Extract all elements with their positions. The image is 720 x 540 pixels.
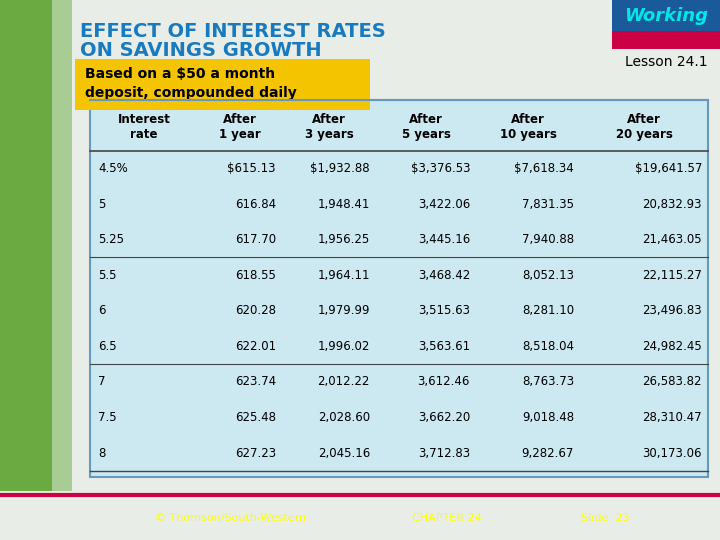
Text: 3,422.06: 3,422.06 — [418, 198, 470, 211]
Text: 26,583.82: 26,583.82 — [642, 375, 702, 388]
Text: 618.55: 618.55 — [235, 269, 276, 282]
Text: Interest
rate: Interest rate — [117, 113, 171, 141]
Text: CHAPTER 24: CHAPTER 24 — [412, 513, 481, 523]
Text: After
10 years: After 10 years — [500, 113, 557, 141]
Text: 2,012.22: 2,012.22 — [318, 375, 370, 388]
Bar — [0, 0, 72, 491]
Text: 625.48: 625.48 — [235, 411, 276, 424]
Text: 7,831.35: 7,831.35 — [522, 198, 574, 211]
Text: 3,445.16: 3,445.16 — [418, 233, 470, 246]
Text: 2,028.60: 2,028.60 — [318, 411, 370, 424]
Text: After
1 year: After 1 year — [219, 113, 261, 141]
Text: 3,515.63: 3,515.63 — [418, 305, 470, 318]
Text: 7: 7 — [98, 375, 106, 388]
Text: 8,518.04: 8,518.04 — [522, 340, 574, 353]
Text: $7,618.34: $7,618.34 — [514, 162, 574, 175]
Text: 23,496.83: 23,496.83 — [642, 305, 702, 318]
Text: 616.84: 616.84 — [235, 198, 276, 211]
Text: EFFECT OF INTEREST RATES: EFFECT OF INTEREST RATES — [80, 22, 386, 40]
Text: 9,018.48: 9,018.48 — [522, 411, 574, 424]
Text: ON SAVINGS GROWTH: ON SAVINGS GROWTH — [80, 41, 322, 60]
Text: Lesson 24.1: Lesson 24.1 — [625, 55, 707, 69]
Text: 6.5: 6.5 — [98, 340, 117, 353]
Text: After
20 years: After 20 years — [616, 113, 672, 141]
Bar — [52, 0, 82, 491]
Text: 620.28: 620.28 — [235, 305, 276, 318]
Text: 6: 6 — [98, 305, 106, 318]
Text: 622.01: 622.01 — [235, 340, 276, 353]
Text: 623.74: 623.74 — [235, 375, 276, 388]
Text: 5.25: 5.25 — [98, 233, 124, 246]
Text: 7.5: 7.5 — [98, 411, 117, 424]
Text: 9,282.67: 9,282.67 — [521, 447, 574, 460]
Text: 3,468.42: 3,468.42 — [418, 269, 470, 282]
Text: 5.5: 5.5 — [98, 269, 117, 282]
Text: 22,115.27: 22,115.27 — [642, 269, 702, 282]
Bar — [612, 0, 720, 31]
Text: 3,563.61: 3,563.61 — [418, 340, 470, 353]
Text: 8: 8 — [98, 447, 105, 460]
Bar — [90, 100, 708, 477]
Text: $615.13: $615.13 — [228, 162, 276, 175]
Text: 24,982.45: 24,982.45 — [642, 340, 702, 353]
Bar — [75, 59, 370, 110]
Text: 3,662.20: 3,662.20 — [418, 411, 470, 424]
Bar — [612, 31, 720, 49]
Text: 30,173.06: 30,173.06 — [642, 447, 702, 460]
Text: 1,956.25: 1,956.25 — [318, 233, 370, 246]
Text: 20,832.93: 20,832.93 — [642, 198, 702, 211]
Text: 1,964.11: 1,964.11 — [318, 269, 370, 282]
Text: $3,376.53: $3,376.53 — [410, 162, 470, 175]
Text: 8,052.13: 8,052.13 — [522, 269, 574, 282]
Text: 617.70: 617.70 — [235, 233, 276, 246]
Text: Working: Working — [624, 6, 708, 25]
Text: 8,763.73: 8,763.73 — [522, 375, 574, 388]
Text: 7,940.88: 7,940.88 — [522, 233, 574, 246]
Text: 21,463.05: 21,463.05 — [642, 233, 702, 246]
Text: deposit, compounded daily: deposit, compounded daily — [85, 86, 297, 100]
Text: Slide  23: Slide 23 — [580, 513, 629, 523]
Text: 1,948.41: 1,948.41 — [318, 198, 370, 211]
Text: 8,281.10: 8,281.10 — [522, 305, 574, 318]
Text: 1,979.99: 1,979.99 — [318, 305, 370, 318]
Text: 1,996.02: 1,996.02 — [318, 340, 370, 353]
Text: Based on a $50 a month: Based on a $50 a month — [85, 66, 275, 80]
Text: 4.5%: 4.5% — [98, 162, 127, 175]
Text: © Thomson/South-Western: © Thomson/South-Western — [155, 513, 306, 523]
Text: 3,712.83: 3,712.83 — [418, 447, 470, 460]
Text: 3,612.46: 3,612.46 — [418, 375, 470, 388]
Text: $1,932.88: $1,932.88 — [310, 162, 370, 175]
Text: 627.23: 627.23 — [235, 447, 276, 460]
Text: After
3 years: After 3 years — [305, 113, 354, 141]
Text: $19,641.57: $19,641.57 — [634, 162, 702, 175]
Text: 28,310.47: 28,310.47 — [642, 411, 702, 424]
Text: After
5 years: After 5 years — [402, 113, 451, 141]
Text: 2,045.16: 2,045.16 — [318, 447, 370, 460]
Text: 5: 5 — [98, 198, 105, 211]
